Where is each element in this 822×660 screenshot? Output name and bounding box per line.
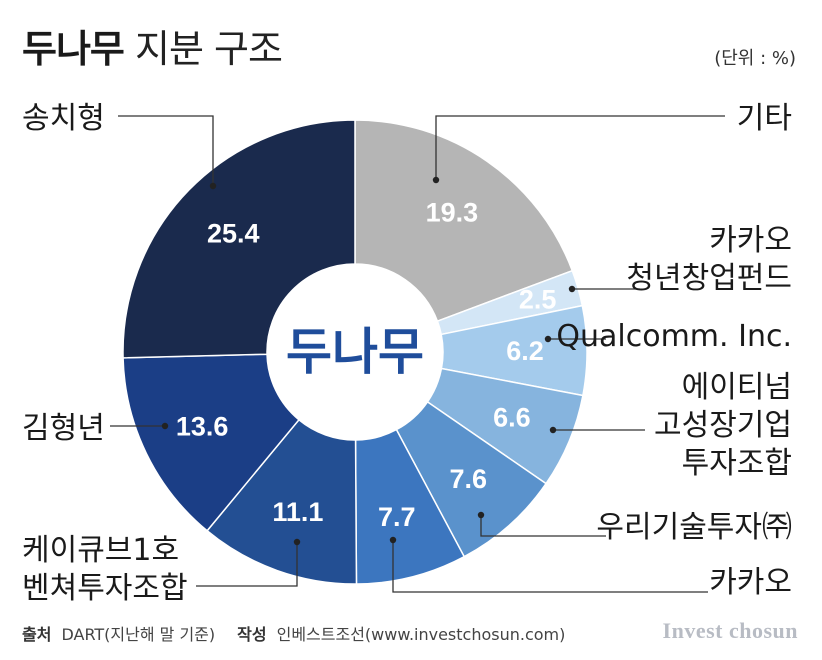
leader-line-4 xyxy=(480,515,606,537)
value-label-0: 19.3 xyxy=(426,197,479,227)
page-title: 두나무 지분 구조 xyxy=(22,18,283,73)
category-label-1-0: 카카오 xyxy=(709,223,792,258)
leader-dot-6 xyxy=(293,538,301,546)
leader-dot-0 xyxy=(432,176,440,184)
title-bold: 두나무 xyxy=(22,27,125,71)
leader-line-8 xyxy=(118,115,214,186)
author-text: 인베스트조선(www.investchosun.com) xyxy=(276,625,566,644)
category-label-8-0: 송치형 xyxy=(22,101,105,136)
source-label: 출처 xyxy=(22,625,52,644)
category-label-5-0: 카카오 xyxy=(709,565,792,600)
leader-line-5 xyxy=(392,540,708,593)
leader-line-0 xyxy=(435,115,725,180)
value-label-4: 7.6 xyxy=(449,464,487,494)
value-label-7: 13.6 xyxy=(176,411,229,441)
leader-dot-1 xyxy=(568,285,576,293)
brand-logo: Invest chosun xyxy=(662,618,798,643)
category-label-3-0: 에이티넘 xyxy=(682,370,792,405)
value-label-6: 11.1 xyxy=(272,497,323,527)
value-label-3: 6.6 xyxy=(493,403,531,433)
author-label: 작성 xyxy=(237,625,267,644)
category-label-6-1: 벤쳐투자조합 xyxy=(22,571,188,606)
category-label-0-0: 기타 xyxy=(737,101,792,136)
category-label-3-2: 투자조합 xyxy=(682,446,792,481)
leader-dot-5 xyxy=(389,536,397,544)
leader-dot-3 xyxy=(549,426,557,434)
category-label-7-0: 김형년 xyxy=(22,411,105,446)
value-label-5: 7.7 xyxy=(378,502,416,532)
leader-dot-7 xyxy=(161,422,169,430)
source-text: DART(지난해 말 기준) xyxy=(61,625,216,644)
leader-dot-4 xyxy=(477,511,485,519)
category-label-6-0: 케이큐브1호 xyxy=(22,533,179,568)
category-label-1-1: 청년창업펀드 xyxy=(626,261,792,296)
donut-hole xyxy=(267,264,443,440)
leader-dot-8 xyxy=(209,182,217,190)
title-rest: 지분 구조 xyxy=(134,27,283,71)
category-label-3-1: 고성장기업 xyxy=(654,408,792,443)
donut-chart: 19.32.56.26.67.67.711.113.625.4두나무기타카카오청… xyxy=(22,101,792,606)
category-label-2-0: Qualcomm. Inc. xyxy=(556,319,792,354)
leader-line-6 xyxy=(196,542,298,587)
value-label-1: 2.5 xyxy=(519,285,557,315)
footer: 출처 DART(지난해 말 기준) 작성 인베스트조선(www.investchosu… xyxy=(22,621,565,645)
unit-label: (단위 : %) xyxy=(714,48,796,69)
center-label: 두나무 xyxy=(286,323,424,381)
leader-dot-2 xyxy=(544,335,552,343)
value-label-2: 6.2 xyxy=(506,336,544,366)
category-label-4-0: 우리기술투자㈜ xyxy=(596,510,792,545)
value-label-8: 25.4 xyxy=(207,218,260,248)
